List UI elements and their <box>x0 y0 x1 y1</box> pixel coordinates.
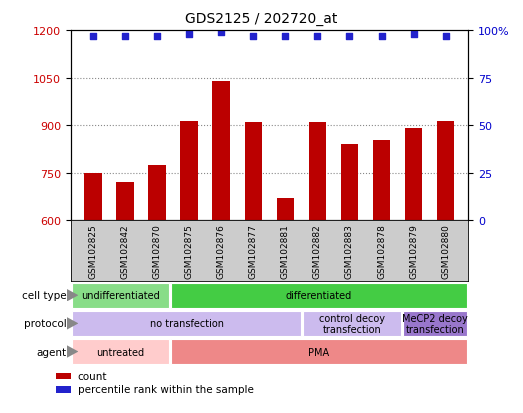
Bar <box>403 311 467 336</box>
Bar <box>277 199 294 221</box>
Bar <box>244 123 262 221</box>
Polygon shape <box>67 289 78 301</box>
Point <box>378 33 386 40</box>
Bar <box>72 339 169 364</box>
Bar <box>72 311 301 336</box>
Text: count: count <box>78 371 107 381</box>
Bar <box>373 140 390 221</box>
Point <box>185 31 194 38</box>
Point <box>410 31 418 38</box>
Bar <box>56 373 71 379</box>
Text: percentile rank within the sample: percentile rank within the sample <box>78 385 254 394</box>
Bar <box>116 183 134 221</box>
Bar <box>340 145 358 221</box>
Point <box>249 33 257 40</box>
Text: untreated: untreated <box>96 347 144 357</box>
Text: GSM102877: GSM102877 <box>249 224 258 279</box>
Bar <box>56 387 71 392</box>
Bar <box>405 129 423 221</box>
Point <box>121 33 129 40</box>
Point <box>313 33 322 40</box>
Text: agent: agent <box>36 347 66 357</box>
Point <box>441 33 450 40</box>
Point <box>217 30 225 36</box>
Point <box>345 33 354 40</box>
Text: GSM102878: GSM102878 <box>377 224 386 279</box>
Bar <box>437 121 454 221</box>
Point <box>89 33 97 40</box>
Text: GSM102882: GSM102882 <box>313 224 322 278</box>
Text: GSM102880: GSM102880 <box>441 224 450 279</box>
Text: GSM102876: GSM102876 <box>217 224 226 279</box>
Bar <box>84 173 102 221</box>
Text: GSM102875: GSM102875 <box>185 224 194 279</box>
Bar <box>72 283 169 308</box>
Bar <box>149 166 166 221</box>
Text: GSM102879: GSM102879 <box>409 224 418 279</box>
Bar <box>171 283 467 308</box>
Text: MeCP2 decoy
transfection: MeCP2 decoy transfection <box>402 313 468 335</box>
Polygon shape <box>67 345 78 358</box>
Point <box>153 33 161 40</box>
Text: GSM102825: GSM102825 <box>88 224 98 278</box>
Bar <box>212 82 230 221</box>
Text: GSM102870: GSM102870 <box>153 224 162 279</box>
Text: GSM102883: GSM102883 <box>345 224 354 279</box>
Text: PMA: PMA <box>309 347 329 357</box>
Text: control decoy
transfection: control decoy transfection <box>319 313 385 335</box>
Text: cell type: cell type <box>22 290 66 301</box>
Bar <box>171 339 467 364</box>
Text: GSM102842: GSM102842 <box>121 224 130 278</box>
Bar <box>303 311 401 336</box>
Text: no transfection: no transfection <box>150 318 223 329</box>
Point <box>281 33 290 40</box>
Text: undifferentiated: undifferentiated <box>81 290 160 301</box>
Polygon shape <box>67 317 78 330</box>
Text: GDS2125 / 202720_at: GDS2125 / 202720_at <box>185 12 338 26</box>
Bar <box>180 121 198 221</box>
Text: GSM102881: GSM102881 <box>281 224 290 279</box>
Text: differentiated: differentiated <box>286 290 352 301</box>
Text: protocol: protocol <box>24 318 66 329</box>
Bar <box>309 123 326 221</box>
